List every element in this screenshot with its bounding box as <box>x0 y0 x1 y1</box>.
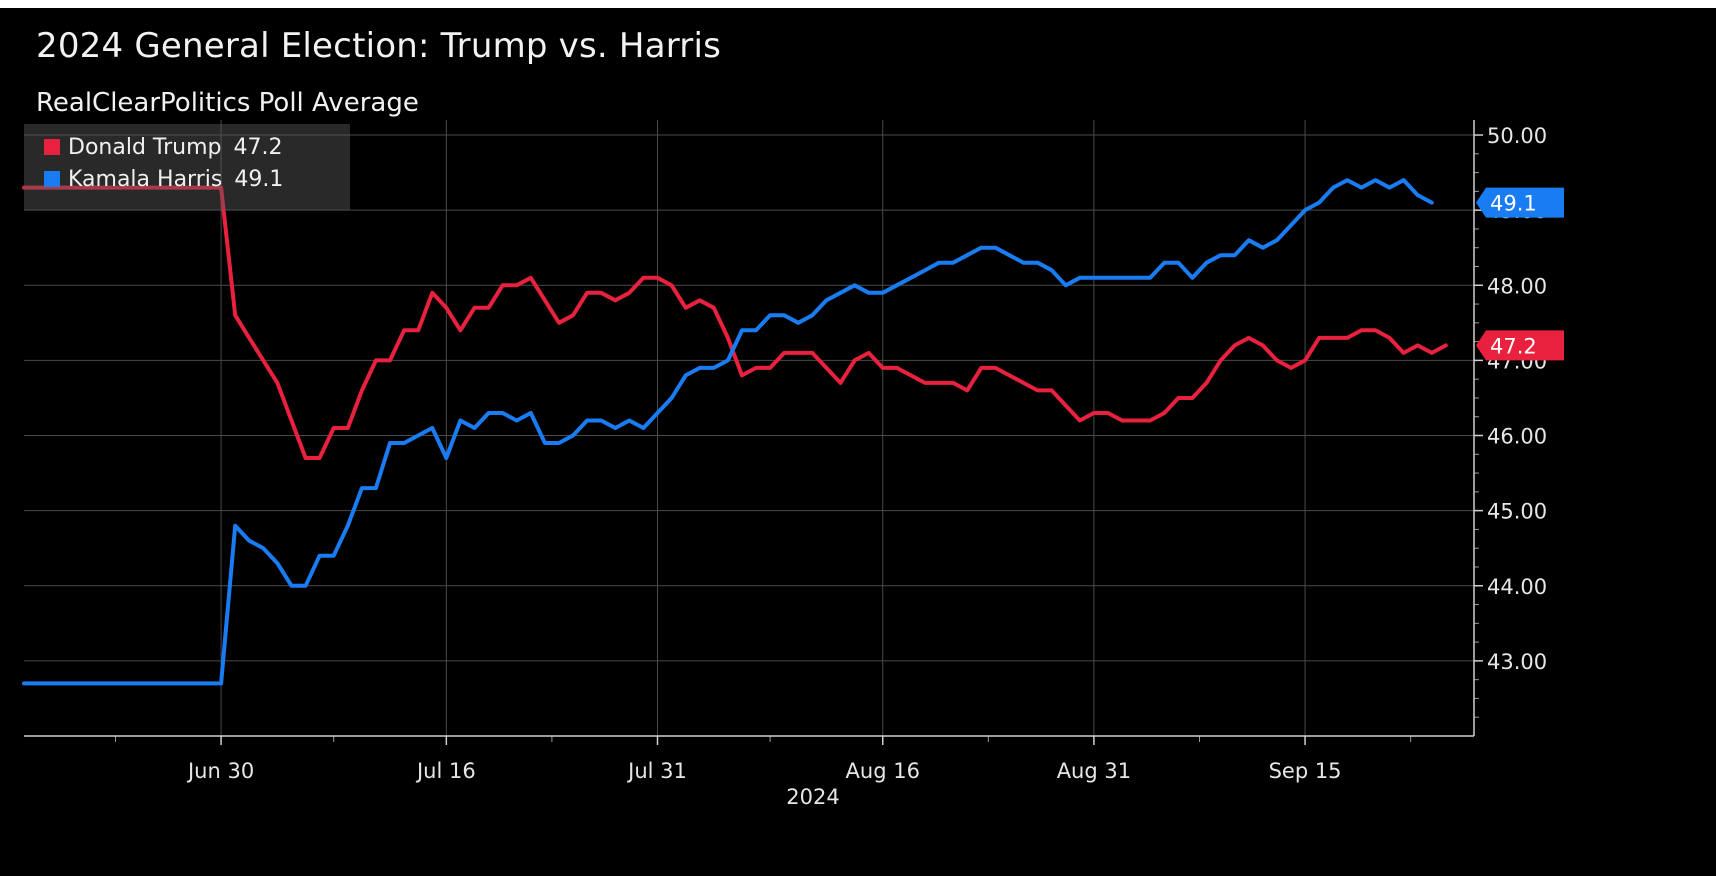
legend-item-harris[interactable]: Kamala Harris 49.1 <box>44 164 283 194</box>
x-tick-label: Aug 16 <box>846 759 920 783</box>
legend-swatch-trump <box>44 139 60 155</box>
legend-label-trump: Donald Trump <box>68 134 222 160</box>
legend-item-trump[interactable]: Donald Trump 47.2 <box>44 132 282 162</box>
axes <box>24 120 1483 745</box>
legend-value-trump: 47.2 <box>233 134 283 160</box>
last-value-label-harris: 49.1 <box>1490 192 1537 216</box>
grid-lines <box>24 120 1474 736</box>
last-value-label-trump: 47.2 <box>1490 334 1537 358</box>
last-value-tag-trump <box>1476 330 1564 361</box>
series-line-harris <box>22 178 1434 686</box>
chart-frame: 2024 General Election: Trump vs. Harris … <box>0 8 1716 876</box>
x-tick-label: Jul 31 <box>626 759 687 783</box>
x-axis-label: 2024 <box>786 785 839 809</box>
legend: Donald Trump 47.2 Kamala Harris 49.1 <box>24 124 350 210</box>
y-tick-label: 45.00 <box>1487 500 1547 524</box>
x-tick-label: Aug 31 <box>1057 759 1131 783</box>
y-tick-label: 43.00 <box>1487 650 1547 674</box>
chart-subtitle: RealClearPolitics Poll Average <box>36 88 419 118</box>
legend-value-harris: 49.1 <box>234 166 284 192</box>
x-axis: Jun 30 Jul 16 Jul 31 Aug 16 Aug 31 Sep 15 2024 <box>186 759 1342 809</box>
last-value-labels: 47.2 49.1 <box>1476 187 1564 361</box>
y-tick-label: 50.00 <box>1487 124 1547 148</box>
x-tick-label: Sep 15 <box>1269 759 1342 783</box>
series-line-trump <box>22 185 1448 460</box>
y-tick-label: 48.00 <box>1487 274 1547 298</box>
line-chart: 43.0044.0045.0046.0047.0048.0049.0050.00… <box>22 120 1564 809</box>
legend-label-harris: Kamala Harris <box>68 166 223 192</box>
legend-swatch-harris <box>44 171 60 187</box>
y-tick-label: 46.00 <box>1487 425 1547 449</box>
x-tick-label: Jun 30 <box>186 759 254 783</box>
last-value-tag-harris <box>1476 187 1564 218</box>
chart-title: 2024 General Election: Trump vs. Harris <box>36 26 722 66</box>
y-tick-label: 44.00 <box>1487 575 1547 599</box>
x-tick-label: Jul 16 <box>415 759 476 783</box>
series-layer <box>22 178 1448 686</box>
